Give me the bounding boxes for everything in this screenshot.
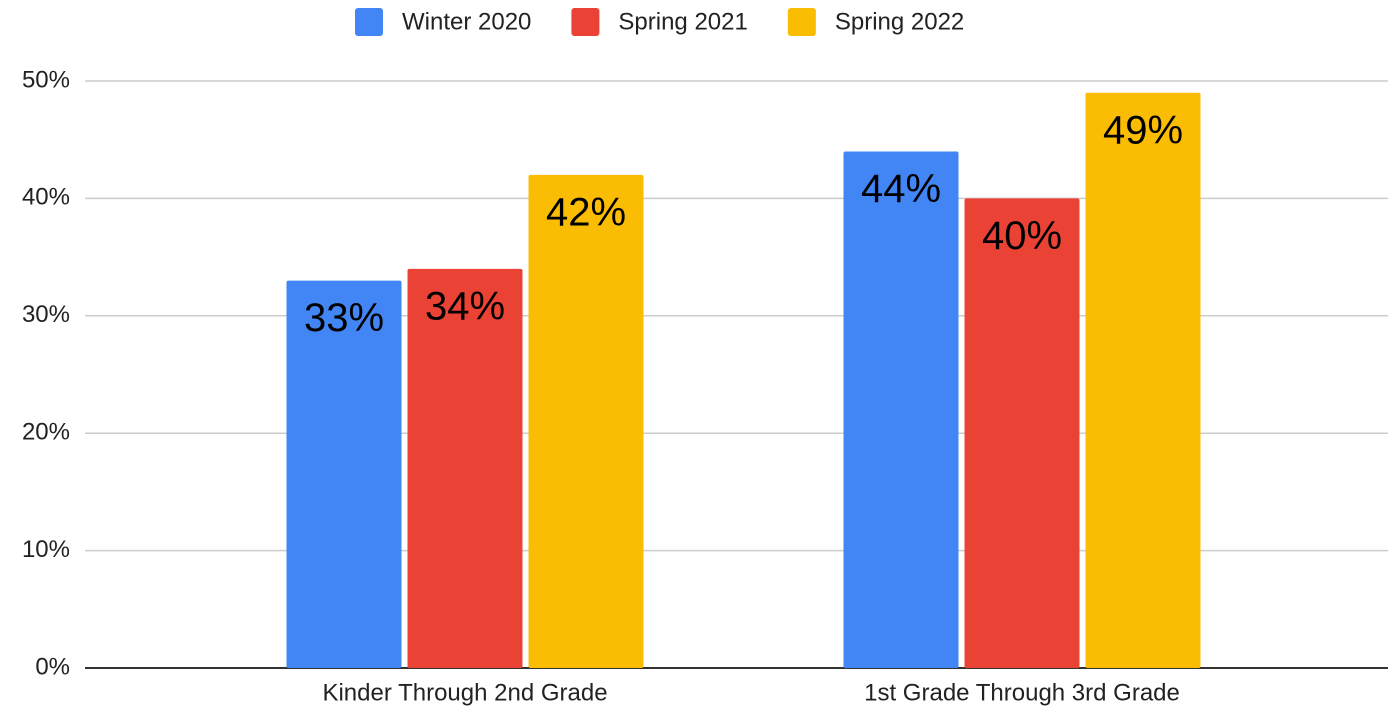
- y-tick-label: 30%: [22, 301, 70, 328]
- legend-label: Winter 2020: [402, 8, 531, 35]
- y-tick-label: 0%: [35, 653, 70, 680]
- y-tick-label: 50%: [22, 66, 70, 93]
- legend-swatch: [355, 8, 383, 36]
- x-tick-label: Kinder Through 2nd Grade: [322, 679, 607, 706]
- value-label: 44%: [861, 167, 941, 211]
- y-tick-label: 10%: [22, 536, 70, 563]
- bar: [286, 280, 402, 668]
- bar: [964, 198, 1080, 668]
- bar: [407, 268, 523, 668]
- legend-label: Spring 2022: [835, 8, 964, 35]
- bar: [528, 174, 644, 669]
- value-label: 42%: [546, 190, 626, 234]
- y-tick-label: 40%: [22, 184, 70, 211]
- bar: [843, 151, 959, 668]
- legend-swatch: [571, 8, 600, 36]
- x-tick-label: 1st Grade Through 3rd Grade: [864, 679, 1180, 706]
- legend-swatch: [787, 8, 816, 36]
- value-label: 34%: [425, 284, 505, 328]
- y-tick-label: 20%: [22, 419, 70, 446]
- bar: [1085, 92, 1201, 669]
- value-label: 33%: [304, 296, 384, 340]
- value-label: 40%: [982, 214, 1062, 258]
- legend-label: Spring 2021: [618, 8, 747, 35]
- value-label: 49%: [1103, 108, 1183, 152]
